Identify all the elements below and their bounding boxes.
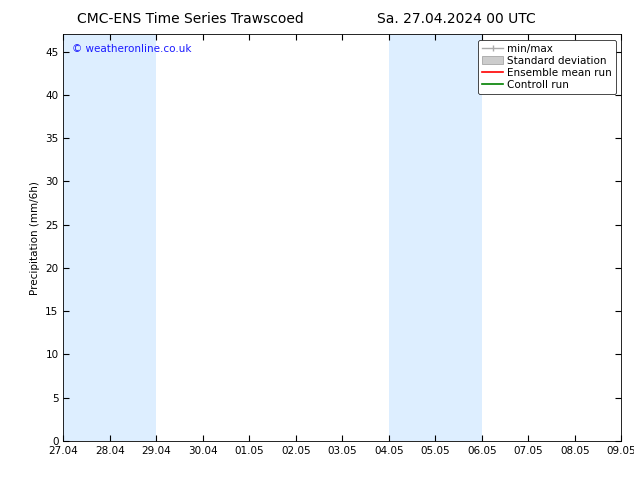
Legend: min/max, Standard deviation, Ensemble mean run, Controll run: min/max, Standard deviation, Ensemble me… — [478, 40, 616, 94]
Text: Sa. 27.04.2024 00 UTC: Sa. 27.04.2024 00 UTC — [377, 12, 536, 26]
Text: © weatheronline.co.uk: © weatheronline.co.uk — [72, 45, 191, 54]
Bar — [389, 34, 482, 441]
Bar — [63, 34, 157, 441]
Text: CMC-ENS Time Series Trawscoed: CMC-ENS Time Series Trawscoed — [77, 12, 304, 26]
Y-axis label: Precipitation (mm/6h): Precipitation (mm/6h) — [30, 181, 40, 294]
